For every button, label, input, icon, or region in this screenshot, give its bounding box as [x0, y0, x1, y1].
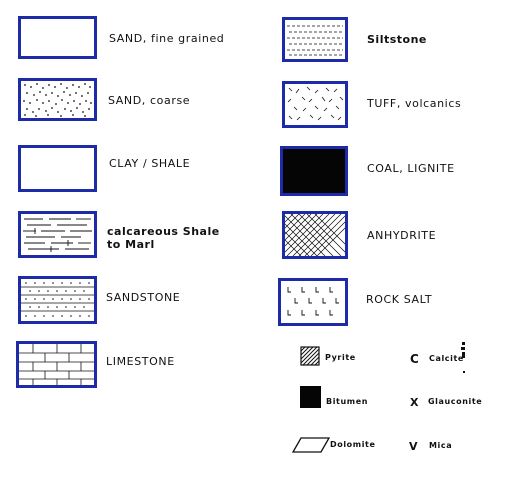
rock-salt-label: ROCK SALT: [366, 293, 433, 306]
glauconite-label: Glauconite: [428, 397, 483, 406]
mica-label: Mica: [429, 441, 453, 450]
dolomite-label: Dolomite: [330, 440, 376, 449]
calcite-speck-icon: [461, 342, 465, 373]
calcareous-shale-label-line2: to Marl: [107, 238, 155, 251]
black-square-icon: [300, 386, 321, 408]
calcite-letter: C: [410, 352, 419, 366]
calcite-label: Calcite: [429, 354, 464, 363]
siltstone-symbol: [282, 17, 348, 62]
hatched-square-icon: [300, 346, 320, 366]
coal-lignite-symbol: [280, 146, 348, 196]
limestone-label: LIMESTONE: [106, 355, 175, 368]
siltstone-label: Siltstone: [367, 33, 427, 46]
glauconite-letter: X: [410, 396, 419, 409]
rock-salt-symbol: [278, 278, 348, 326]
anhydrite-symbol: [282, 211, 348, 259]
clay-shale-symbol: [18, 145, 97, 192]
rhombus-icon: [291, 437, 331, 453]
pyrite-label: Pyrite: [325, 353, 356, 362]
sand-fine-label: SAND, fine grained: [109, 32, 225, 45]
tuff-symbol: [282, 81, 348, 128]
limestone-symbol: [16, 341, 97, 388]
coal-lignite-label: COAL, LIGNITE: [367, 162, 455, 175]
calcareous-shale-symbol: [18, 211, 97, 258]
bitumen-label: Bitumen: [326, 397, 369, 406]
sand-fine-symbol: [18, 16, 97, 59]
sand-coarse-label: SAND, coarse: [108, 94, 191, 107]
sandstone-label: SANDSTONE: [106, 291, 181, 304]
anhydrite-label: ANHYDRITE: [367, 229, 437, 242]
calcareous-shale-label-line1: calcareous Shale: [107, 225, 220, 238]
tuff-label: TUFF, volcanics: [367, 97, 462, 110]
mica-letter: V: [409, 440, 418, 453]
sandstone-symbol: [18, 276, 97, 324]
clay-shale-label: CLAY / SHALE: [109, 157, 191, 170]
sand-coarse-symbol: [18, 78, 97, 121]
